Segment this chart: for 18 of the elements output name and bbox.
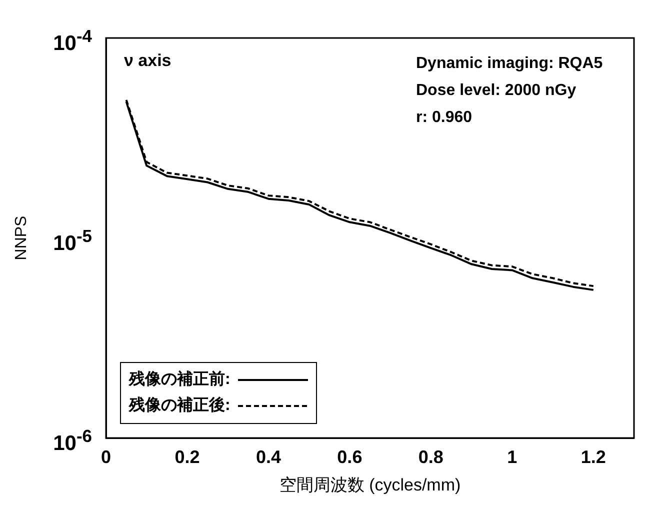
annotation: r: 0.960 [416, 109, 472, 126]
x-tick-label: 1 [507, 446, 518, 467]
x-axis-title: 空間周波数 (cycles/mm) [279, 475, 461, 494]
legend-label: 残像の補正後: [129, 395, 230, 416]
y-tick-label: 10$^{-5}$ [53, 225, 92, 256]
annotation: ν axis [124, 51, 172, 70]
annotation: Dose level: 2000 nGy [416, 82, 576, 99]
x-tick-label: 0 [100, 446, 112, 467]
y-tick-label: 10$^{-4}$ [53, 25, 92, 56]
x-tick-label: 0.2 [174, 446, 200, 467]
legend-label: 残像の補正前: [129, 369, 230, 390]
x-tick-label: 1.2 [580, 446, 606, 467]
y-axis-title: NNPS [13, 216, 30, 260]
x-tick-label: 0.6 [337, 446, 362, 467]
y-tick-label: 10$^{-6}$ [53, 425, 92, 456]
x-tick-label: 0.4 [256, 446, 281, 467]
x-tick-label: 0.8 [418, 446, 444, 467]
annotation: Dynamic imaging: RQA5 [416, 55, 603, 72]
